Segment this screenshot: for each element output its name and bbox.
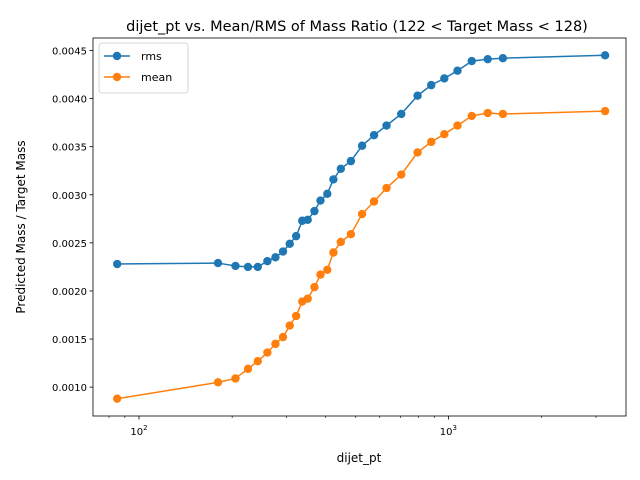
- y-tick-label: 0.0015: [52, 335, 87, 346]
- data-point-mean: [453, 121, 462, 130]
- data-point-rms: [253, 262, 262, 272]
- data-point-rms: [291, 231, 301, 241]
- data-point-rms: [278, 247, 288, 256]
- data-point-mean: [316, 270, 325, 279]
- series-mean: [112, 106, 610, 403]
- data-point-rms: [243, 262, 253, 272]
- data-point-rms: [427, 80, 436, 90]
- data-point-rms: [271, 253, 280, 262]
- data-point-rms: [303, 215, 312, 224]
- data-point-mean: [413, 148, 422, 157]
- data-point-mean: [329, 248, 338, 257]
- legend-label-rms: rms: [141, 50, 162, 63]
- data-point-rms: [316, 196, 325, 205]
- y-tick-label: 0.0020: [52, 287, 87, 298]
- axes-layer: 0.0010 0.0015 0.0020 0.0025 0.0030 0.0035 0.00…: [52, 47, 597, 438]
- data-point-mean: [427, 137, 436, 147]
- data-point-mean: [253, 356, 262, 366]
- y-tick-label: 0.0040: [52, 95, 87, 106]
- data-point-rms: [453, 66, 462, 75]
- data-point-mean: [498, 109, 508, 119]
- chart-title: dijet_pt vs. Mean/RMS of Mass Ratio (122…: [126, 19, 588, 35]
- y-tick-label: 0.0035: [52, 143, 87, 154]
- data-point-rms: [600, 51, 610, 60]
- x-tick-label: 102: [130, 424, 147, 438]
- plot-frame: [92, 37, 627, 417]
- legend: rms mean: [98, 42, 189, 94]
- data-point-rms: [357, 141, 367, 150]
- data-point-rms: [498, 53, 508, 63]
- data-point-rms: [263, 256, 272, 266]
- data-point-mean: [243, 364, 253, 374]
- data-point-rms: [231, 261, 240, 271]
- data-point-mean: [346, 230, 356, 239]
- data-point-rms: [213, 258, 223, 268]
- data-point-rms: [413, 91, 422, 100]
- data-point-mean: [467, 111, 476, 121]
- y-axis-label: Predicted Mass / Target Mass: [14, 140, 28, 313]
- data-point-mean: [291, 311, 301, 321]
- y-tick-label: 0.0030: [52, 191, 87, 202]
- data-point-mean: [263, 348, 272, 357]
- series-layer: [112, 51, 610, 403]
- series-rms: [112, 51, 610, 272]
- data-point-mean: [483, 108, 492, 118]
- x-axis-label: dijet_pt: [337, 451, 382, 465]
- data-point-rms: [323, 189, 332, 199]
- data-point-mean: [369, 197, 379, 206]
- legend-label-mean: mean: [141, 71, 172, 84]
- y-tick-label: 0.0045: [52, 47, 87, 58]
- data-point-rms: [329, 175, 338, 184]
- data-point-mean: [440, 129, 449, 139]
- data-point-mean: [278, 332, 288, 342]
- y-tick-label: 0.0010: [52, 383, 87, 394]
- plot-area: [93, 38, 626, 416]
- data-point-mean: [600, 106, 610, 116]
- data-point-rms: [382, 121, 391, 130]
- data-point-mean: [112, 394, 122, 403]
- data-point-mean: [397, 170, 406, 179]
- data-point-mean: [336, 237, 346, 247]
- data-point-rms: [112, 259, 122, 269]
- data-point-mean: [213, 378, 223, 387]
- data-point-rms: [467, 56, 476, 66]
- data-point-rms: [440, 74, 449, 83]
- data-point-mean: [357, 209, 367, 219]
- data-point-mean: [303, 294, 312, 303]
- legend-marker-mean: [112, 72, 122, 82]
- y-tick-label: 0.0025: [52, 239, 87, 250]
- x-tick-label: 103: [440, 424, 457, 438]
- data-point-mean: [231, 374, 240, 383]
- data-point-rms: [397, 109, 406, 119]
- data-point-rms: [483, 54, 492, 64]
- data-point-mean: [310, 282, 319, 292]
- data-point-rms: [369, 130, 379, 140]
- data-point-mean: [323, 265, 332, 275]
- data-point-mean: [382, 183, 391, 193]
- data-point-rms: [285, 239, 294, 249]
- data-point-mean: [285, 321, 294, 330]
- data-point-rms: [346, 156, 356, 166]
- data-point-rms: [310, 206, 319, 216]
- data-point-rms: [336, 164, 346, 174]
- legend-marker-rms: [112, 51, 122, 61]
- data-point-mean: [271, 339, 280, 349]
